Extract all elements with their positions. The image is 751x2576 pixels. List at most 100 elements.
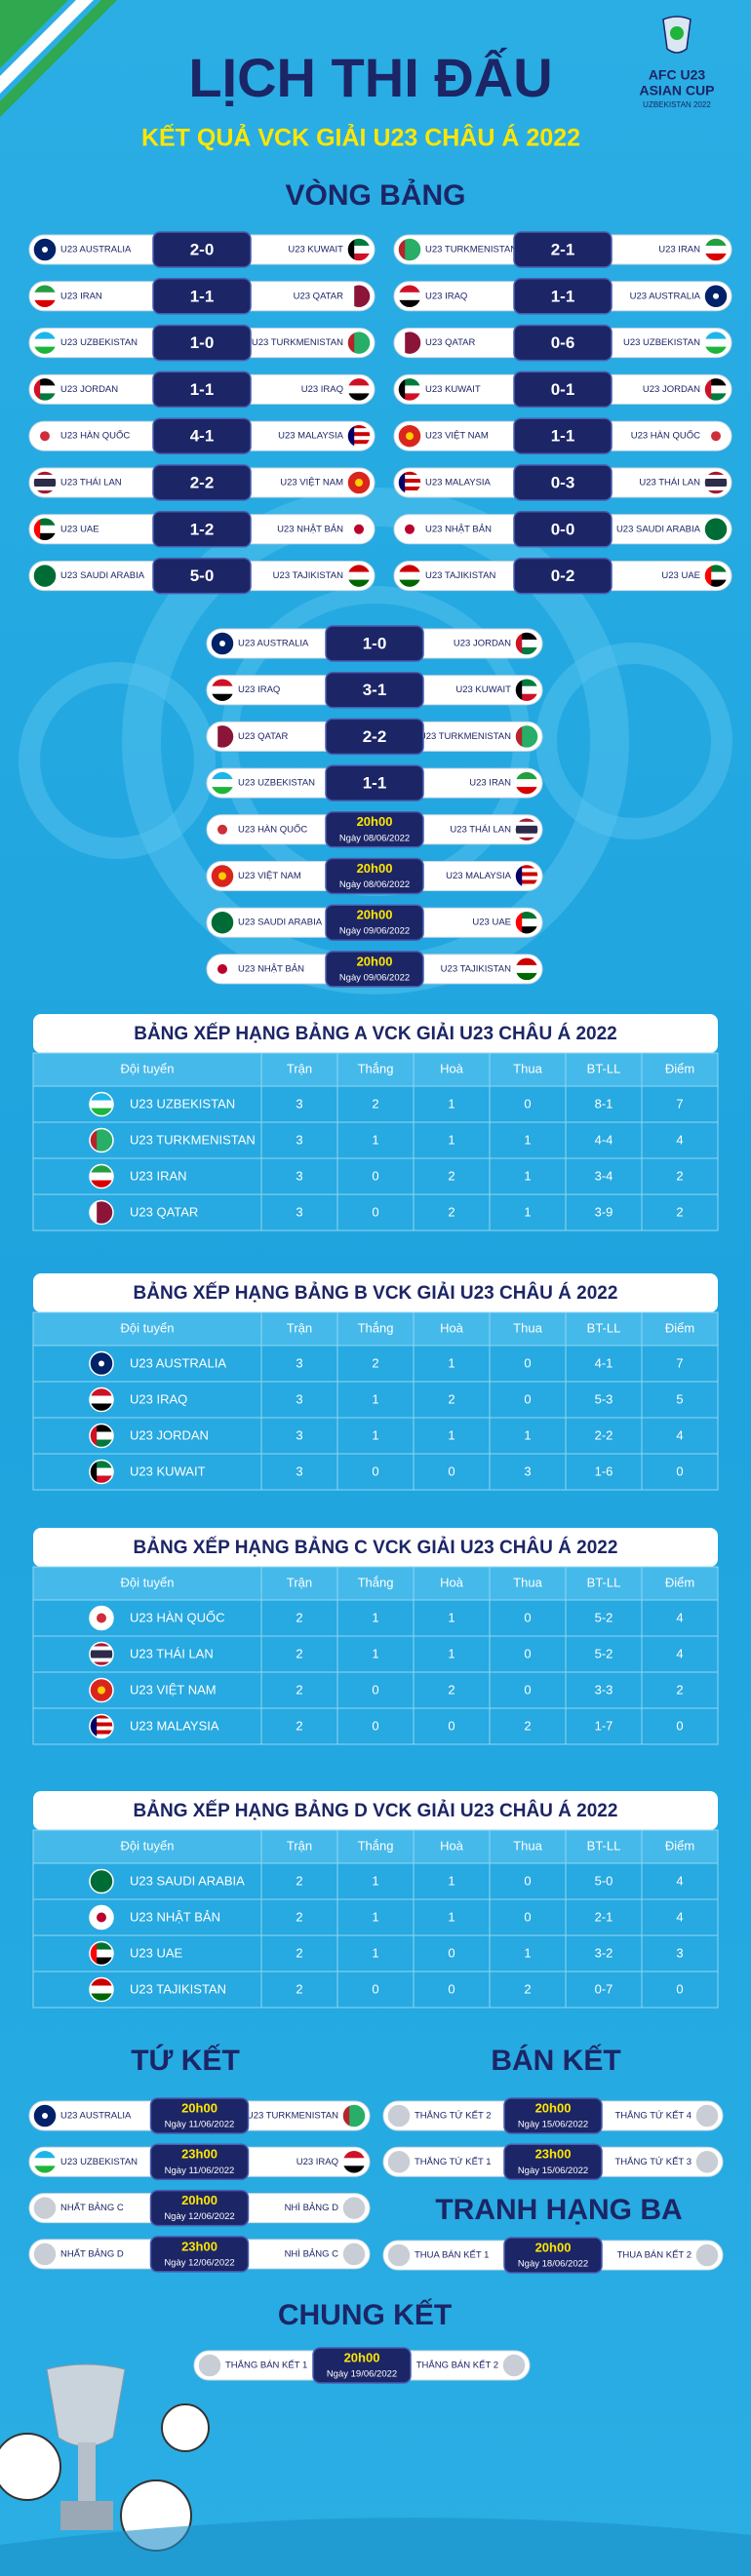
flag-band — [515, 678, 523, 702]
table-value: 1 — [448, 1909, 455, 1924]
table-value: 0 — [524, 1873, 531, 1888]
flag-band — [211, 724, 218, 749]
table-value: 3-3 — [595, 1682, 613, 1697]
flag-emblem — [42, 2113, 48, 2119]
match-box — [513, 511, 613, 548]
column-header: Hoà — [440, 1320, 464, 1335]
table-value: 2 — [448, 1168, 455, 1183]
table-cell — [641, 1971, 719, 2009]
score: 2-0 — [190, 240, 215, 258]
table-title-bar — [33, 1273, 718, 1312]
table-value: 2 — [676, 1682, 683, 1697]
team-name: U23 NHẬT BẢN — [130, 1909, 220, 1924]
flag-stripe — [347, 246, 371, 254]
header-cell — [32, 1566, 262, 1601]
flag-ring — [694, 2243, 720, 2268]
flag-stripe — [90, 1941, 113, 1950]
flag-stripe — [90, 1654, 113, 1659]
header-cell — [413, 1052, 491, 1087]
table-value: 4 — [676, 1427, 683, 1442]
flag-stripe — [33, 2166, 57, 2174]
flag-stripe — [90, 1475, 113, 1484]
flag-stripe — [90, 1180, 113, 1189]
column-header: Đội tuyển — [121, 1575, 175, 1589]
flag — [347, 564, 371, 588]
table-value: 0 — [372, 1464, 378, 1478]
table-value: 0 — [448, 1718, 455, 1733]
table-value: 1 — [448, 1132, 455, 1147]
table-value: 2 — [448, 1682, 455, 1697]
match-box — [152, 324, 252, 362]
table-cell — [32, 1121, 262, 1159]
column-header: Điểm — [665, 1061, 694, 1075]
flag-ring — [346, 376, 372, 403]
header-cell — [413, 1311, 491, 1347]
table-cell — [489, 1898, 567, 1936]
flag-stripe — [342, 2150, 366, 2159]
score: 0-6 — [551, 333, 575, 352]
home-team: U23 MALAYSIA — [425, 478, 492, 488]
home-team: U23 QATAR — [425, 337, 476, 348]
flag — [90, 1424, 113, 1448]
away-team: U23 IRAQ — [301, 384, 343, 395]
flag-ring — [703, 423, 729, 449]
table-cell — [413, 1453, 491, 1491]
column-header: BT-LL — [587, 1061, 621, 1075]
corner-stripes — [0, 0, 117, 117]
flag-stripe — [211, 685, 234, 695]
match-box — [513, 231, 613, 268]
table-value: 2 — [524, 1718, 531, 1733]
table-cell — [565, 1635, 643, 1673]
table-value: 2 — [676, 1204, 683, 1219]
flag-stripe — [33, 2150, 57, 2159]
table-title: BẢNG XẾP HẠNG BẢNG C VCK GIẢI U23 CHÂU Á… — [134, 1537, 618, 1558]
team-name: U23 TURKMENISTAN — [130, 1132, 256, 1147]
flag — [515, 956, 538, 981]
table-cell — [565, 1599, 643, 1637]
flag-stripe — [398, 479, 421, 484]
table-value: 2 — [524, 1981, 531, 1996]
team-name: U23 IRAN — [130, 1168, 187, 1183]
flag-band — [515, 864, 523, 888]
table-value: 2 — [676, 1168, 683, 1183]
flag-emblem — [98, 1686, 105, 1695]
flag-stripe — [90, 1646, 113, 1651]
away-team: U23 QATAR — [294, 291, 344, 301]
table-cell — [336, 1381, 415, 1419]
flag — [398, 471, 421, 494]
column-header: Thua — [513, 1575, 542, 1589]
flag — [211, 771, 234, 796]
flag-stripe — [33, 299, 57, 308]
away-team: U23 UZBEKISTAN — [623, 337, 700, 348]
score: 1-1 — [551, 287, 575, 305]
flag-stripe — [515, 872, 538, 877]
table-value: 1 — [448, 1427, 455, 1442]
header-cell — [565, 1829, 643, 1864]
table-value: 2-2 — [595, 1427, 613, 1442]
flag-ring — [32, 517, 58, 542]
team-name: U23 KUWAIT — [130, 1464, 206, 1478]
table-title: BẢNG XẾP HẠNG BẢNG D VCK GIẢI U23 CHÂU Á… — [134, 1800, 618, 1821]
away-team: U23 IRAQ — [296, 2157, 338, 2167]
flag-ring — [89, 1904, 114, 1931]
match-time: 20h00 — [181, 2193, 217, 2207]
away-team: U23 THÁI LAN — [639, 478, 700, 488]
flag-band — [33, 517, 41, 541]
table-cell — [336, 1971, 415, 2009]
match-time: 20h00 — [357, 814, 393, 829]
table-cell — [260, 1121, 338, 1159]
flag-band — [90, 1941, 98, 1966]
table-value: 0 — [524, 1682, 531, 1697]
flag-stripe — [90, 1957, 113, 1966]
table-cell — [641, 1417, 719, 1455]
table-cell — [641, 1085, 719, 1123]
table-value: 0 — [676, 1464, 683, 1478]
home-team: U23 KUWAIT — [425, 384, 481, 395]
flag-ring — [341, 2149, 367, 2175]
match-date: Ngày 15/06/2022 — [518, 2120, 588, 2130]
flag-stripe — [33, 479, 57, 484]
flag-band — [347, 284, 355, 308]
flag-ring — [397, 330, 422, 356]
flag-ring — [89, 1605, 114, 1631]
flag-band — [90, 1460, 98, 1484]
